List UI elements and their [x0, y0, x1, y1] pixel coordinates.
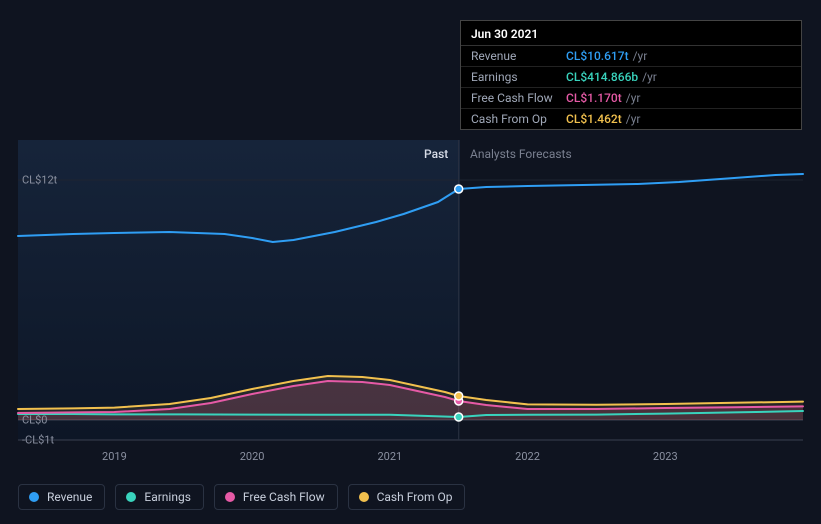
forecast-label: Analysts Forecasts	[470, 147, 572, 161]
tooltip-row-label: Free Cash Flow	[471, 91, 566, 105]
tooltip-row-value: CL$414.866b	[566, 70, 638, 84]
legend-label: Cash From Op	[377, 490, 453, 504]
legend: Revenue Earnings Free Cash Flow Cash From O…	[18, 484, 465, 510]
past-label: Past	[424, 147, 448, 161]
legend-dot	[126, 492, 136, 502]
tooltip-row: RevenueCL$10.617t/yr	[461, 46, 801, 67]
tooltip-row-label: Revenue	[471, 49, 566, 63]
tooltip-row: EarningsCL$414.866b/yr	[461, 67, 801, 88]
tooltip-row-unit: /yr	[626, 91, 641, 105]
legend-label: Free Cash Flow	[243, 490, 325, 504]
tooltip-row: Cash From OpCL$1.462t/yr	[461, 109, 801, 129]
y-axis-label: -CL$1t	[22, 434, 54, 447]
legend-dot	[359, 492, 369, 502]
y-axis-label: CL$12t	[22, 174, 57, 187]
x-axis-label: 2020	[240, 450, 265, 463]
hover-tooltip: Jun 30 2021 RevenueCL$10.617t/yrEarnings…	[460, 20, 802, 130]
x-axis-label: 2022	[515, 450, 540, 463]
tooltip-row-label: Earnings	[471, 70, 566, 84]
legend-item[interactable]: Free Cash Flow	[214, 484, 338, 510]
legend-dot	[225, 492, 235, 502]
tooltip-row-label: Cash From Op	[471, 112, 566, 126]
tooltip-row-value: CL$1.170t	[566, 91, 622, 105]
legend-item[interactable]: Earnings	[115, 484, 204, 510]
legend-label: Revenue	[47, 490, 92, 504]
tooltip-row-value: CL$1.462t	[566, 112, 622, 126]
tooltip-row: Free Cash FlowCL$1.170t/yr	[461, 88, 801, 109]
x-axis-label: 2019	[102, 450, 127, 463]
x-axis-label: 2021	[377, 450, 402, 463]
legend-label: Earnings	[144, 490, 191, 504]
y-axis-label: CL$0	[22, 414, 47, 427]
x-axis-label: 2023	[653, 450, 678, 463]
tooltip-row-unit: /yr	[642, 70, 657, 84]
legend-item[interactable]: Cash From Op	[348, 484, 466, 510]
tooltip-row-value: CL$10.617t	[566, 49, 629, 63]
tooltip-row-unit: /yr	[633, 49, 648, 63]
tooltip-title: Jun 30 2021	[461, 21, 801, 46]
tooltip-row-unit: /yr	[626, 112, 641, 126]
legend-dot	[29, 492, 39, 502]
legend-item[interactable]: Revenue	[18, 484, 105, 510]
